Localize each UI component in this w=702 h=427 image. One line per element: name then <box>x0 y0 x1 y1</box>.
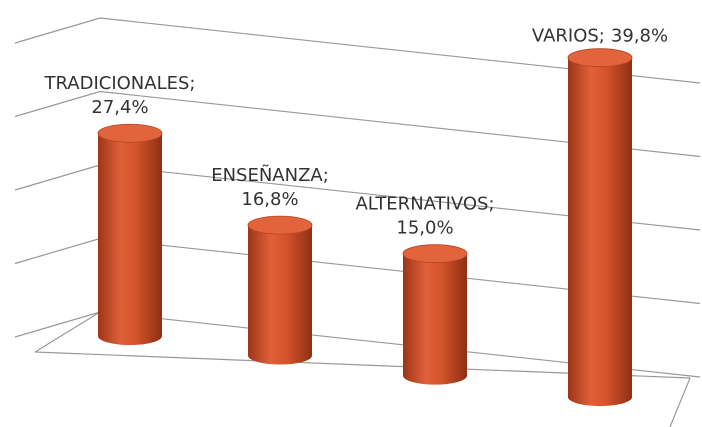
cylinder-body <box>568 57 632 407</box>
grid-line <box>14 90 701 158</box>
cylinder-top <box>402 244 468 264</box>
cylinder <box>567 48 633 407</box>
category-label: ALTERNATIVOS; <box>355 194 494 215</box>
data-label: VARIOS; 39,8% <box>532 26 668 47</box>
value-label: 39,8% <box>611 26 668 47</box>
category-label: TRADICIONALES; <box>44 73 196 94</box>
cylinder-top <box>567 48 633 68</box>
value-label: 15,0% <box>396 218 453 239</box>
cylinder-top <box>247 215 313 235</box>
cylinder-body <box>98 133 162 345</box>
floor-left <box>34 311 101 353</box>
category-label: ENSEÑANZA; <box>211 164 329 186</box>
cylinder <box>402 244 468 385</box>
cylinder <box>97 123 163 345</box>
cylinder-body <box>248 225 312 365</box>
value-label: 27,4% <box>91 97 148 118</box>
category-label: VARIOS; <box>532 26 605 47</box>
cylinder-body <box>403 253 467 385</box>
cylinder-top <box>97 123 163 143</box>
value-label: 16,8% <box>241 189 298 210</box>
floor-right <box>669 377 691 427</box>
cylinder <box>247 215 313 365</box>
grid-line <box>14 17 701 84</box>
